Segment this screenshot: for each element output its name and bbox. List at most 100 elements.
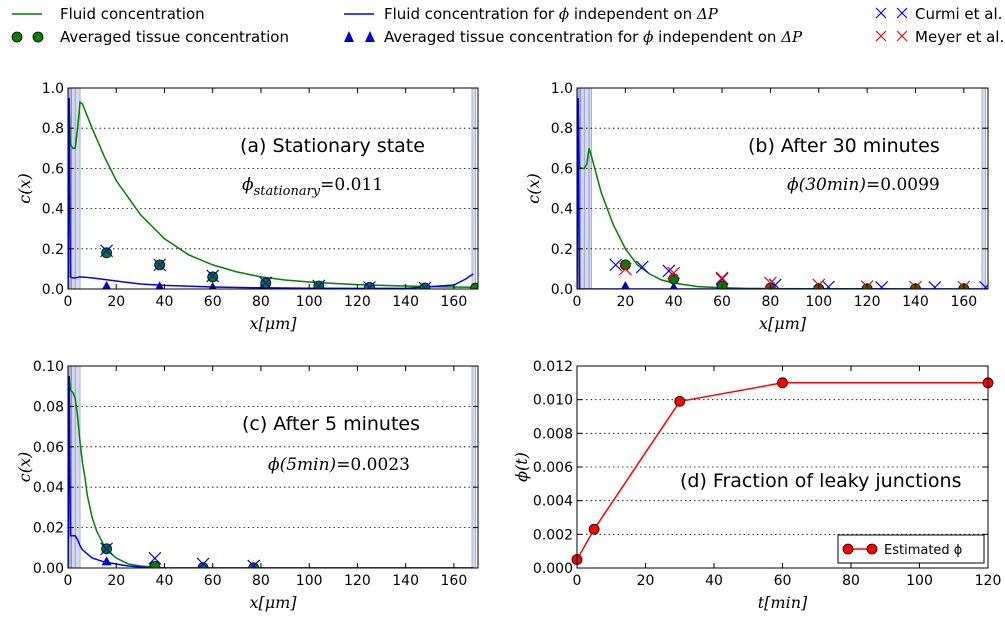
x-tick-label: 120 (975, 573, 1002, 589)
y-axis-label: c(x) (524, 173, 543, 203)
meyer-marker (618, 262, 632, 276)
legend-meyer-marker (875, 30, 908, 42)
x-tick-label: 20 (637, 573, 655, 589)
legend-tissue-label: Averaged tissue concentration (60, 28, 289, 46)
legend-tissue-marker (11, 31, 23, 43)
panel-title: (a) Stationary state (240, 135, 425, 157)
x-axis-label: t[min] (758, 593, 808, 612)
y-tick-label: 0.012 (533, 359, 573, 375)
phi-annotation: ϕstationary=0.011 (242, 175, 383, 199)
y-tick-label: 0.02 (33, 521, 64, 537)
x-axis-label: x[μm] (249, 314, 297, 333)
x-tick-label: 40 (705, 573, 723, 589)
legend-markers (11, 7, 908, 43)
y-axis-label: ϕ(t) (512, 452, 531, 482)
x-tick-label: 120 (344, 294, 371, 310)
x-tick-label: 80 (761, 294, 779, 310)
plot-frame (67, 87, 479, 290)
y-tick-label: 0.08 (33, 399, 64, 415)
x-tick-label: 60 (204, 573, 222, 589)
tissue-marker (207, 271, 219, 283)
phi-annotation-symbol: ϕ (242, 175, 254, 195)
y-tick-label: 0.010 (533, 393, 573, 409)
meyer-marker (667, 266, 681, 280)
membrane-band (71, 88, 76, 289)
plot-frame (576, 87, 989, 290)
phi-annotation: ϕ(5min)=0.0023 (268, 455, 410, 475)
tissue-phi-marker (155, 281, 164, 289)
y-tick-label: 0.2 (551, 242, 573, 258)
curmi-marker (259, 276, 273, 289)
phi-annotation-value: =0.0099 (866, 175, 940, 195)
tissue-marker (470, 282, 478, 289)
plot-frame (67, 365, 479, 569)
panel-title: (d) Fraction of leaky junctions (680, 470, 961, 492)
curmi-marker (715, 272, 729, 286)
legend-tissue-phi-marker (344, 31, 354, 42)
y-tick-label: 0.004 (533, 494, 573, 510)
y-axis-label: c(x) (15, 173, 34, 203)
tissue-marker (149, 560, 161, 568)
x-tick-label: 100 (805, 294, 832, 310)
series-legend-marker (866, 543, 878, 555)
y-tick-label: 0.008 (533, 426, 573, 442)
tissue-marker (101, 247, 112, 259)
y-tick-label: 0.00 (33, 561, 64, 577)
curmi-marker (363, 280, 376, 289)
curmi-marker (822, 280, 835, 289)
curmi-marker (635, 260, 649, 274)
x-tick-label: 160 (950, 294, 977, 310)
x-tick-label: 160 (441, 573, 468, 589)
panel-title: (c) After 5 minutes (242, 413, 420, 435)
x-tick-label: 80 (252, 294, 270, 310)
curmi-marker (100, 542, 114, 556)
fluid-phi-line (68, 376, 474, 568)
curmi-marker (153, 258, 167, 272)
fluid-concentration-line (68, 376, 474, 568)
phi-series-marker (674, 395, 686, 407)
phi-annotation-symbol: ϕ(5min) (268, 455, 336, 475)
plot-area (68, 88, 478, 289)
x-tick-label: 20 (107, 573, 125, 589)
membrane-band (471, 88, 476, 289)
fluid-phi-line (68, 98, 474, 289)
series-legend-marker (842, 543, 854, 555)
curmi-marker (662, 264, 676, 278)
curmi-marker (928, 280, 942, 289)
y-tick-label: 0.06 (33, 440, 64, 456)
x-tick-label: 140 (392, 294, 419, 310)
tissue-phi-marker (102, 280, 112, 289)
x-tick-label: 40 (156, 294, 174, 310)
phi-series-marker (777, 377, 788, 389)
curmi-marker (418, 281, 432, 289)
y-tick-label: 1.0 (551, 81, 573, 97)
meyer-marker (715, 271, 729, 285)
x-axis-label: x[μm] (759, 314, 807, 333)
figure-legend: Fluid concentration Averaged tissue conc… (0, 0, 1005, 52)
meyer-marker (763, 276, 777, 289)
chart-panel-c: 0 20 40 60 80 100 120 140 160 0.00 0.02 0.04 0.06 0.0… (15, 359, 479, 612)
y-tick-label: 0.002 (533, 527, 573, 543)
x-tick-label: 140 (902, 294, 929, 310)
y-tick-label: 0.2 (42, 242, 64, 258)
legend-curmi-label: Curmi et al. (915, 5, 1003, 23)
legend-tissue-phi-label: Averaged tissue concentration for ϕ inde… (384, 28, 803, 46)
y-tick-label: 0.04 (33, 480, 64, 496)
y-tick-label: 0.4 (42, 202, 64, 218)
curmi-marker (206, 269, 220, 283)
x-tick-label: 40 (665, 294, 683, 310)
y-tick-label: 0.8 (551, 121, 573, 137)
series-legend-label: Estimated ϕ (884, 543, 962, 558)
x-tick-label: 80 (842, 573, 860, 589)
x-tick-label: 60 (713, 294, 731, 310)
y-tick-label: 0.006 (533, 460, 573, 476)
curmi-marker (247, 559, 261, 568)
legend-curmi-marker (875, 7, 908, 19)
phi-annotation-symbol: ϕ(30min) (787, 175, 866, 195)
phi-series-marker (588, 523, 600, 535)
legend-tissue-phi-marker (365, 31, 375, 42)
membrane-band (588, 88, 592, 289)
membrane-band (74, 88, 81, 289)
x-tick-label: 100 (906, 573, 933, 589)
